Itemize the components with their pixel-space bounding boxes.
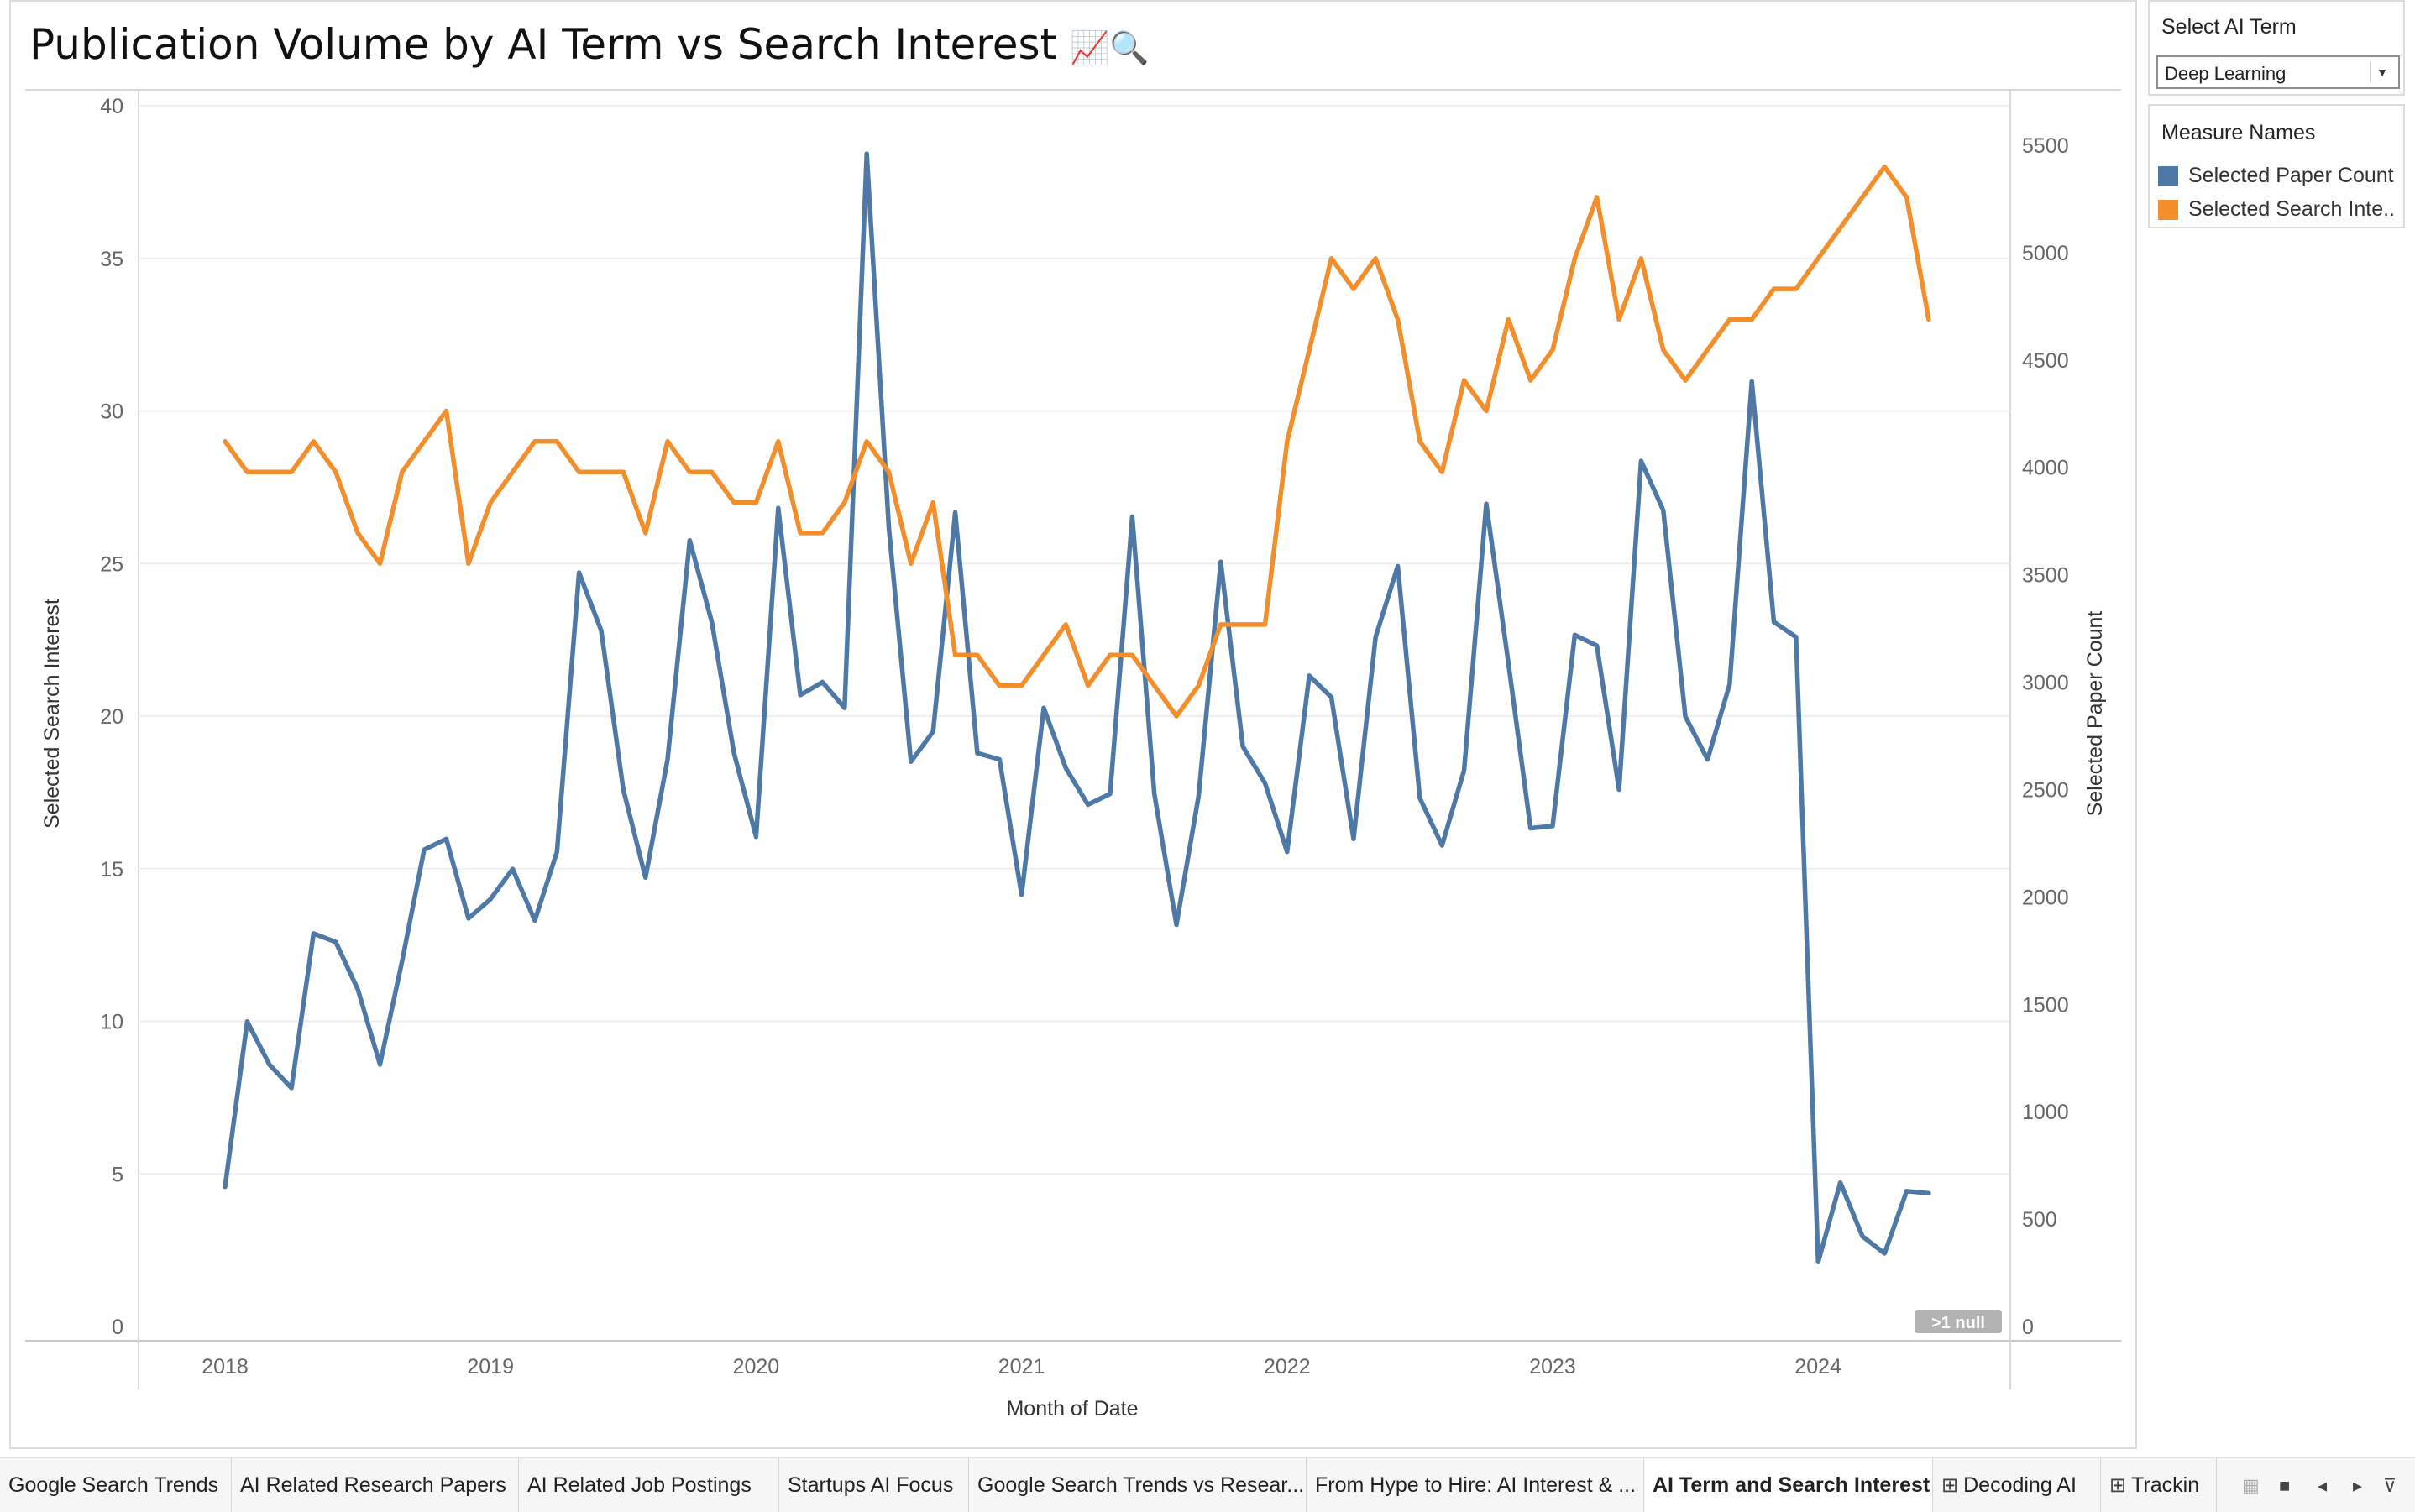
left-tick-label: 10 (100, 1011, 123, 1034)
legend-swatch (2158, 166, 2178, 186)
null-badge (1915, 1310, 2002, 1333)
tab-search-trends-vs-research[interactable]: Google Search Trends vs Resear... (969, 1458, 1307, 1512)
right-tick-label: 0 (2022, 1316, 2034, 1339)
tab-label: AI Related Research Papers (240, 1473, 506, 1497)
dual-axis-line-chart: 0 5 10 15 20 25 30 35 40 0 500 1000 1500 2000 2500 3000… (25, 89, 2121, 1420)
right-tick-label: 1500 (2022, 993, 2069, 1017)
x-axis-title: Month of Date (1006, 1397, 1138, 1420)
chart-title-text: Publication Volume by AI Term vs Search … (29, 20, 1057, 69)
tab-label: AI Related Job Postings (527, 1473, 752, 1497)
legend-label: Selected Paper Count (2188, 164, 2394, 187)
legend-title: Measure Names (2161, 121, 2316, 144)
tab-ai-job-postings[interactable]: AI Related Job Postings (519, 1458, 779, 1512)
tab-tracking[interactable]: ⊞ Trackin (2101, 1458, 2217, 1512)
chart-increasing-icon: 📈 (1070, 29, 1110, 66)
right-tick-label: 5000 (2022, 242, 2069, 265)
tab-hype-to-hire[interactable]: From Hype to Hire: AI Interest & ... (1307, 1458, 1644, 1512)
page-title: Publication Volume by AI Term vs Search … (29, 20, 1150, 69)
tab-label: Startups AI Focus (788, 1473, 954, 1497)
right-tick-label: 2000 (2022, 886, 2069, 909)
x-tick-label: 2023 (1529, 1355, 1576, 1379)
tab-ai-research-papers[interactable]: AI Related Research Papers (232, 1458, 519, 1512)
right-tick-label: 5500 (2022, 134, 2069, 158)
dashboard-panel: Publication Volume by AI Term vs Search … (9, 0, 2137, 1449)
left-tick-label: 20 (100, 705, 123, 729)
tab-label: Trackin (2131, 1473, 2200, 1497)
legend-panel: Measure Names Selected Paper Count Selec… (2148, 104, 2405, 228)
left-tick-label: 15 (100, 858, 123, 882)
dropdown-selected-value: Deep Learning (2165, 63, 2287, 84)
tab-label: Google Search Trends vs Resear... (977, 1473, 1305, 1497)
tab-label: AI Term and Search Interest (1653, 1473, 1930, 1497)
left-axis-title: Selected Search Interest (40, 599, 64, 829)
chevron-down-icon[interactable]: ▼ (2370, 62, 2393, 82)
x-tick-label: 2019 (467, 1355, 514, 1379)
right-axis-title: Selected Paper Count (2083, 611, 2107, 817)
legend-label: Selected Search Inte.. (2188, 197, 2395, 221)
right-tick-label: 1000 (2022, 1101, 2069, 1124)
tab-label: Decoding AI (1963, 1473, 2077, 1497)
previous-sheet-icon[interactable]: ◂ (2318, 1475, 2328, 1496)
ai-term-dropdown[interactable]: Deep Learning ▼ (2156, 55, 2400, 89)
sheet-tab-bar: Google Search Trends AI Related Research… (0, 1457, 2415, 1512)
left-tick-label: 0 (112, 1316, 123, 1339)
legend-swatch (2158, 200, 2178, 220)
grid-icon: ⊞ (1941, 1474, 1959, 1497)
filmstrip-view-icon[interactable]: ▦ (2242, 1475, 2260, 1496)
sheet-list-icon[interactable]: ⊽ (2383, 1475, 2397, 1496)
x-tick-label: 2024 (1794, 1355, 1841, 1379)
filter-label: Select AI Term (2161, 15, 2297, 39)
term-filter-panel: Select AI Term Deep Learning ▼ (2148, 0, 2405, 96)
grid-icon: ⊞ (2109, 1474, 2127, 1497)
right-tick-label: 3500 (2022, 564, 2069, 588)
tab-startups-ai-focus[interactable]: Startups AI Focus (779, 1458, 969, 1512)
paper-count-line (223, 151, 1931, 1265)
tab-ai-term-search-interest[interactable]: AI Term and Search Interest (1644, 1458, 1933, 1512)
tab-label: Google Search Trends (8, 1473, 219, 1497)
tab-decoding-ai[interactable]: ⊞ Decoding AI (1933, 1458, 2101, 1512)
left-tick-label: 40 (100, 95, 123, 118)
x-tick-label: 2020 (733, 1355, 780, 1379)
right-tick-label: 3000 (2022, 672, 2069, 695)
x-tick-label: 2022 (1264, 1355, 1311, 1379)
right-tick-label: 2500 (2022, 778, 2069, 802)
right-tick-label: 500 (2022, 1208, 2057, 1232)
tab-google-search-trends[interactable]: Google Search Trends (0, 1458, 232, 1512)
left-tick-label: 35 (100, 248, 123, 271)
right-tick-label: 4500 (2022, 349, 2069, 373)
x-tick-label: 2018 (202, 1355, 249, 1379)
left-tick-label: 30 (100, 400, 123, 424)
null-badge-label: >1 null (1931, 1314, 1985, 1332)
left-tick-label: 5 (112, 1163, 123, 1186)
right-tick-label: 4000 (2022, 457, 2069, 480)
left-tick-label: 25 (100, 552, 123, 576)
tab-label: From Hype to Hire: AI Interest & ... (1315, 1473, 1637, 1497)
x-tick-label: 2021 (998, 1355, 1045, 1379)
magnifier-icon: 🔍 (1109, 29, 1150, 66)
tab-view-icon[interactable]: ■ (2279, 1475, 2291, 1496)
search-interest-line (223, 164, 1931, 719)
next-sheet-icon[interactable]: ▸ (2353, 1475, 2363, 1496)
